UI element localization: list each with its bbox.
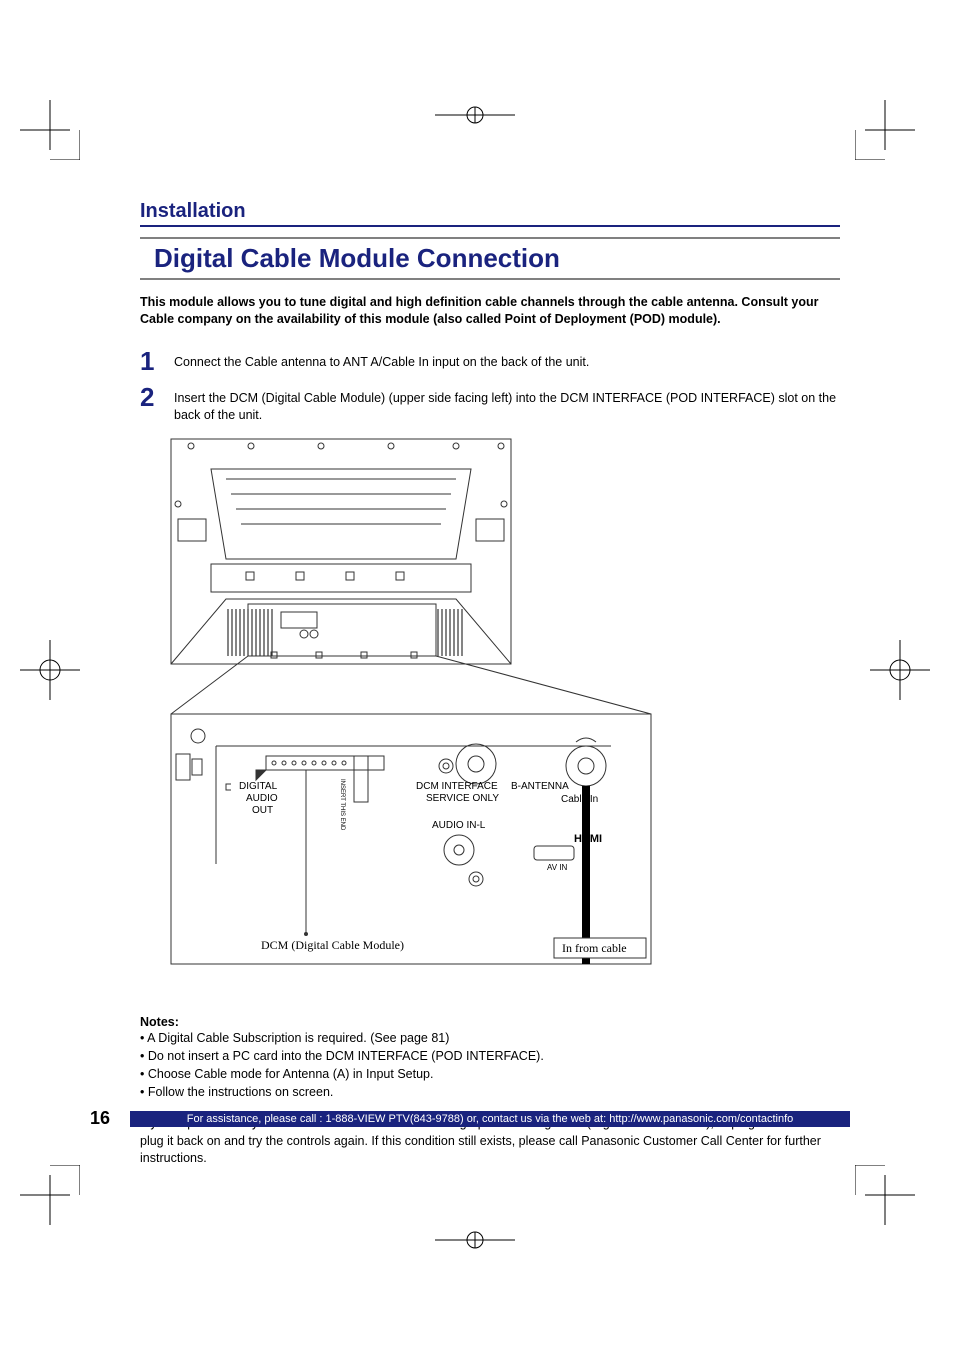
label-dcm-interface: DCM INTERFACE (416, 781, 498, 792)
step-number: 1 (140, 348, 174, 374)
label-digital: DIGITAL (239, 781, 278, 792)
note-item: A Digital Cable Subscription is required… (140, 1029, 840, 1047)
notes-heading: Notes: (140, 1015, 840, 1029)
callout-in-from-cable: In from cable (562, 941, 627, 955)
footer: 16 For assistance, please call : 1-888-V… (90, 1108, 850, 1129)
page-number: 16 (90, 1108, 130, 1129)
svg-text:AUDIO: AUDIO (246, 793, 278, 804)
title-block: Digital Cable Module Connection (140, 237, 840, 280)
step-number: 2 (140, 384, 174, 410)
notes-list: A Digital Cable Subscription is required… (140, 1029, 840, 1102)
page-title: Digital Cable Module Connection (154, 243, 840, 274)
label-b-antenna: B-ANTENNA (511, 781, 569, 792)
step-2: 2 Insert the DCM (Digital Cable Module) … (140, 384, 840, 424)
step-text: Insert the DCM (Digital Cable Module) (u… (174, 384, 840, 424)
label-out: OUT (252, 805, 273, 816)
note-item: Do not insert a PC card into the DCM INT… (140, 1047, 840, 1065)
label-service-only: SERVICE ONLY (426, 793, 499, 804)
connection-diagram: DIGITAL AUDIO OUT INSERT THIS END DCM IN… (156, 434, 656, 999)
label-av-in: AV IN (547, 863, 568, 872)
step-text: Connect the Cable antenna to ANT A/Cable… (174, 348, 840, 371)
label-hdmi: HDMI (574, 833, 602, 845)
label-insert-this-end: INSERT THIS END (339, 779, 345, 831)
step-1: 1 Connect the Cable antenna to ANT A/Cab… (140, 348, 840, 374)
note-item: Follow the instructions on screen. (140, 1083, 840, 1101)
callout-dcm: DCM (Digital Cable Module) (261, 938, 404, 952)
label-audio-in-l: AUDIO IN-L (432, 820, 486, 831)
intro-paragraph: This module allows you to tune digital a… (140, 294, 840, 328)
label-cable-in: Cable In (561, 794, 598, 805)
section-header: Installation (140, 200, 840, 227)
assistance-bar: For assistance, please call : 1-888-VIEW… (130, 1111, 850, 1127)
note-item: Choose Cable mode for Antenna (A) in Inp… (140, 1065, 840, 1083)
